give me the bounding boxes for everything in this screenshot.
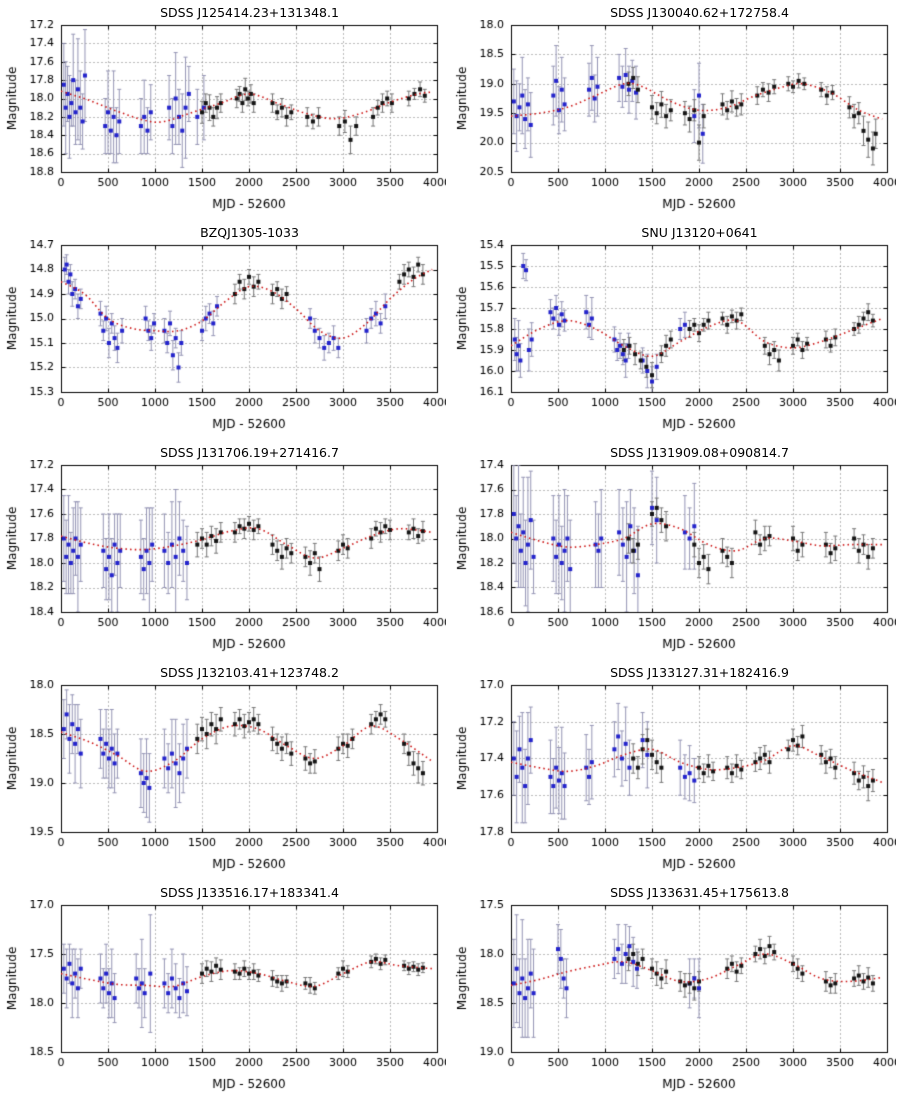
chart-title: SNU J13120+0641 [641,225,758,240]
chart-title: SDSS J130040.62+172758.4 [610,5,789,20]
chart-canvas [4,460,446,656]
chart-panel-1: SDSS J125414.23+131348.1 [0,0,450,220]
chart-canvas [4,680,446,876]
chart-panel-6: SDSS J131909.08+090814.7 [450,440,900,660]
chart-canvas [454,900,896,1096]
chart-title: SDSS J133631.45+175613.8 [610,885,789,900]
chart-title: SDSS J131909.08+090814.7 [610,445,789,460]
chart-panel-9: SDSS J133516.17+183341.4 [0,880,450,1100]
chart-panel-7: SDSS J132103.41+123748.2 [0,660,450,880]
chart-canvas [4,900,446,1096]
chart-panel-10: SDSS J133631.45+175613.8 [450,880,900,1100]
chart-title: SDSS J132103.41+123748.2 [160,665,339,680]
chart-canvas [454,460,896,656]
chart-title: SDSS J131706.19+271416.7 [160,445,339,460]
chart-title: SDSS J133127.31+182416.9 [610,665,789,680]
chart-canvas [454,20,896,216]
chart-canvas [4,20,446,216]
chart-title: SDSS J125414.23+131348.1 [160,5,339,20]
chart-canvas [454,680,896,876]
chart-title: SDSS J133516.17+183341.4 [160,885,339,900]
chart-panel-4: SNU J13120+0641 [450,220,900,440]
chart-canvas [4,240,446,436]
chart-panel-5: SDSS J131706.19+271416.7 [0,440,450,660]
chart-panel-3: BZQJ1305-1033 [0,220,450,440]
chart-panel-8: SDSS J133127.31+182416.9 [450,660,900,880]
chart-canvas [454,240,896,436]
chart-title: BZQJ1305-1033 [200,225,299,240]
chart-panel-2: SDSS J130040.62+172758.4 [450,0,900,220]
